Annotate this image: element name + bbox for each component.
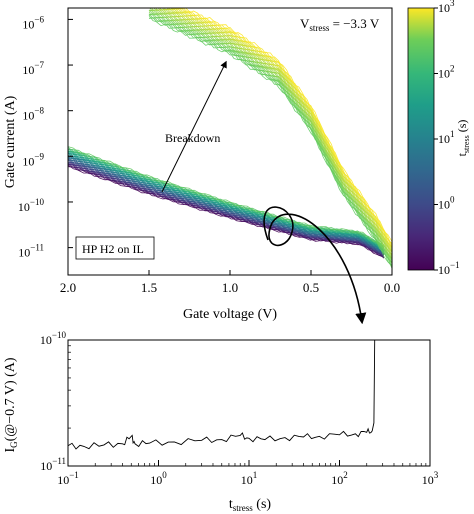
sample-label-box bbox=[75, 236, 155, 260]
y-tick-label: 10−11 bbox=[18, 243, 44, 260]
loop-connector-arrow bbox=[263, 206, 367, 325]
gate-current-curve bbox=[183, 8, 392, 242]
breakdown-arrow bbox=[161, 60, 227, 193]
top-plot: 2.0 1.5 1.0 0.5 0.0 10−11 10−10 10−9 10−8 10−7 10−… bbox=[3, 7, 400, 322]
breakdown-label: Breakdown bbox=[165, 131, 220, 145]
bottom-axes-frame bbox=[67, 339, 431, 467]
x-tick-label: 100 bbox=[150, 470, 167, 487]
y-tick-label: 10−11 bbox=[40, 456, 66, 473]
y-tick-label: 10−10 bbox=[40, 330, 67, 347]
colorbar-tick-label: 10−1 bbox=[438, 260, 460, 277]
gate-current-curve bbox=[68, 148, 385, 248]
top-xlabel: Gate voltage (V) bbox=[183, 307, 277, 322]
bottom-plot: 10−1 100 101 102 103 10−11 10−10 IG(@−0.7 V) (… bbox=[3, 330, 439, 513]
colorbar-tick-label: 101 bbox=[438, 129, 455, 146]
gate-current-curve bbox=[68, 153, 385, 252]
gate-current-curve bbox=[68, 151, 385, 251]
bottom-ticks: 10−1 100 101 102 103 10−11 10−10 bbox=[40, 330, 439, 487]
gate-current-curve bbox=[176, 8, 392, 245]
x-tick-label: 1.0 bbox=[222, 280, 238, 295]
y-tick-label: 10−6 bbox=[22, 14, 44, 31]
gate-current-curve bbox=[68, 146, 385, 248]
sample-label: HP H2 on IL bbox=[82, 242, 144, 256]
colorbar-tick-label: 102 bbox=[438, 64, 455, 81]
x-tick-label: 10−1 bbox=[57, 470, 79, 487]
bottom-xlabel: tstress (s) bbox=[229, 497, 272, 513]
x-tick-label: 1.5 bbox=[141, 280, 157, 295]
top-ylabel: Gate current (A) bbox=[3, 95, 18, 188]
x-tick-label: 0.0 bbox=[384, 280, 400, 295]
colorbar-tick-label: 103 bbox=[438, 0, 455, 15]
gate-current-curve bbox=[68, 163, 385, 256]
x-tick-label: 2.0 bbox=[60, 280, 76, 295]
gate-current-curve bbox=[68, 157, 385, 253]
gate-current-curve bbox=[166, 8, 392, 251]
y-tick-label: 10−9 bbox=[22, 151, 44, 168]
y-tick-label: 10−7 bbox=[22, 60, 44, 77]
gate-current-curve bbox=[172, 8, 392, 245]
colorbar-ticks: 10−1 100 101 102 103 bbox=[434, 0, 460, 277]
x-tick-label: 103 bbox=[422, 470, 439, 487]
colorbar-label: tstress (s) bbox=[455, 120, 471, 157]
gate-current-curve bbox=[153, 8, 392, 256]
x-tick-label: 102 bbox=[331, 470, 348, 487]
gate-current-curve bbox=[167, 8, 392, 250]
x-tick-label: 101 bbox=[241, 470, 258, 487]
y-tick-label: 10−10 bbox=[18, 197, 45, 214]
gate-current-curve bbox=[68, 146, 385, 246]
gate-current-curve bbox=[148, 9, 392, 259]
y-tick-label: 10−8 bbox=[22, 106, 44, 123]
top-curves bbox=[68, 8, 392, 269]
colorbar: 10−1 100 101 102 103 tstress (s) bbox=[407, 0, 471, 277]
leakage-trace bbox=[67, 339, 376, 450]
colorbar-gradient bbox=[407, 7, 435, 271]
bottom-ylabel: IG(@−0.7 V) (A) bbox=[3, 357, 19, 452]
colorbar-tick-label: 100 bbox=[438, 195, 455, 212]
gate-current-curve bbox=[148, 15, 392, 269]
bottom-curve bbox=[67, 339, 376, 450]
x-tick-label: 0.5 bbox=[303, 280, 319, 295]
stress-label: Vstress = −3.3 V bbox=[300, 16, 380, 33]
gate-current-curve bbox=[170, 8, 392, 248]
